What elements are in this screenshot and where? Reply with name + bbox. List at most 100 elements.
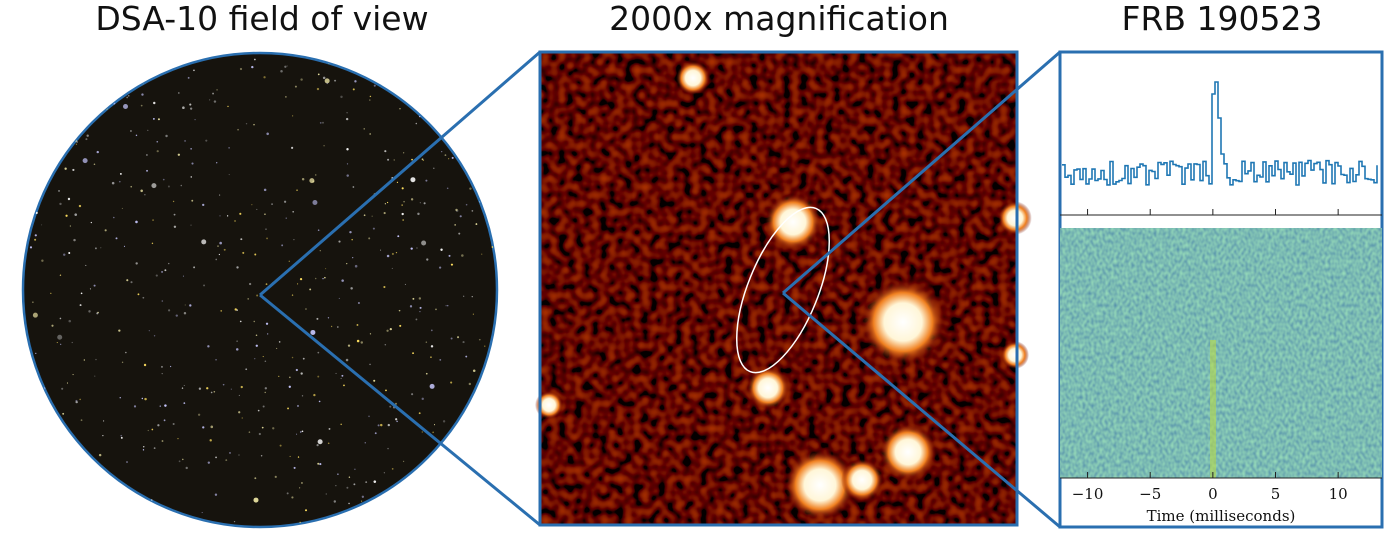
star — [93, 284, 96, 287]
star — [62, 110, 66, 114]
star — [182, 275, 184, 277]
star — [173, 225, 177, 228]
star — [317, 375, 320, 378]
star — [383, 472, 385, 474]
star — [432, 431, 434, 434]
star — [373, 84, 376, 87]
star — [248, 282, 252, 286]
star — [495, 176, 497, 180]
star — [343, 384, 345, 387]
star — [55, 73, 59, 77]
x-tick-label: 5 — [1271, 485, 1281, 503]
star — [40, 125, 43, 128]
star — [294, 85, 297, 88]
star — [72, 168, 75, 172]
star — [33, 505, 36, 508]
star — [319, 463, 322, 466]
star — [100, 247, 102, 249]
star — [279, 444, 282, 447]
star — [107, 474, 110, 478]
star — [462, 341, 465, 344]
star — [415, 122, 418, 125]
star — [386, 519, 388, 521]
star — [383, 285, 386, 289]
star — [484, 158, 487, 161]
star — [161, 270, 164, 273]
star — [404, 283, 406, 286]
star — [254, 253, 257, 256]
star — [292, 211, 294, 213]
star — [247, 297, 250, 300]
star — [299, 277, 303, 281]
star — [238, 411, 241, 414]
star — [32, 301, 34, 303]
star — [85, 138, 88, 141]
star — [34, 234, 37, 237]
star — [384, 343, 387, 346]
star — [385, 389, 387, 392]
star — [236, 266, 239, 269]
star — [316, 317, 319, 320]
star — [368, 237, 371, 240]
star — [228, 174, 230, 176]
star — [141, 93, 144, 96]
star — [236, 340, 238, 343]
star — [123, 103, 129, 109]
star — [265, 322, 269, 325]
star — [433, 167, 435, 169]
star — [403, 152, 405, 154]
star — [427, 521, 429, 524]
star — [255, 334, 258, 337]
star — [265, 228, 267, 230]
star — [476, 56, 478, 58]
star — [130, 281, 133, 284]
star — [73, 238, 76, 242]
star — [278, 341, 281, 343]
star — [384, 150, 387, 153]
star — [354, 264, 358, 268]
star — [103, 420, 105, 422]
star — [37, 129, 40, 131]
star — [472, 137, 476, 140]
source — [535, 391, 563, 419]
star — [238, 394, 240, 396]
star — [346, 174, 349, 177]
star — [207, 461, 211, 464]
star — [95, 358, 97, 361]
star — [111, 521, 114, 524]
star — [140, 189, 143, 193]
star — [85, 264, 87, 266]
star — [54, 102, 57, 105]
star — [451, 90, 454, 93]
star — [444, 154, 447, 156]
star — [142, 521, 145, 524]
star — [148, 330, 150, 332]
star — [301, 178, 305, 181]
star — [442, 420, 446, 423]
zoom-frame — [538, 50, 1019, 527]
star — [89, 288, 91, 290]
star — [109, 505, 111, 507]
star — [29, 63, 31, 66]
star — [301, 395, 304, 397]
star — [111, 181, 115, 185]
star — [264, 360, 267, 362]
star — [50, 129, 53, 133]
star — [190, 224, 192, 226]
star — [391, 468, 394, 470]
star — [214, 493, 218, 496]
star — [451, 156, 454, 159]
star — [495, 65, 497, 69]
source — [676, 61, 710, 95]
star — [312, 200, 318, 206]
star — [161, 440, 164, 442]
star — [151, 499, 153, 501]
star — [177, 92, 180, 94]
star — [177, 438, 179, 440]
star — [409, 305, 413, 308]
star — [354, 80, 357, 83]
star — [205, 139, 208, 142]
star — [299, 521, 301, 523]
star — [104, 229, 107, 232]
star — [395, 418, 398, 421]
